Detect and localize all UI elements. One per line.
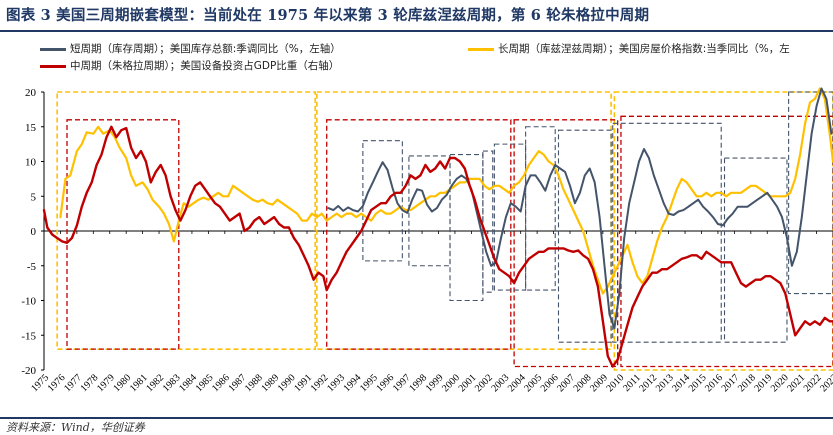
chart-title: 图表 3 美国三周期嵌套模型：当前处在 1975 年以来第 3 轮库兹涅兹周期，… <box>6 7 650 24</box>
mid-cycle-box <box>326 119 512 350</box>
short-cycle-box <box>557 129 612 343</box>
cycle-chart: 20151050-5-10-15-20197519761977197819791… <box>21 87 833 394</box>
x-tick-label: 2023 <box>818 372 833 394</box>
short-cycle-box <box>723 157 788 343</box>
short-cycle-box <box>612 122 722 343</box>
mid-cycle-box <box>66 119 180 350</box>
legend-long: 长周期（库兹涅兹周期）；美国房屋价格指数:当季同比（%，左 <box>468 41 790 56</box>
y-tick-label: 15 <box>25 122 37 134</box>
title-rule <box>0 30 833 32</box>
short-cycle-box <box>525 126 556 291</box>
legend-short-swatch <box>40 47 66 51</box>
short-cycle-box <box>408 155 451 267</box>
y-tick-label: 10 <box>25 157 37 169</box>
long-cycle-line <box>59 87 833 295</box>
legend-short-label: 短周期（库存周期）；美国库存总额:季调同比（%，左轴） <box>70 43 341 55</box>
y-tick-label: -20 <box>21 365 36 377</box>
legend-mid-swatch <box>40 64 66 68</box>
y-tick-label: -10 <box>21 296 36 308</box>
source-note: 资料来源：Wind，华创证券 <box>6 421 145 434</box>
y-tick-label: -5 <box>27 261 37 273</box>
short-cycle-line <box>327 87 833 330</box>
y-tick-label: 5 <box>31 191 37 203</box>
legend-short: 短周期（库存周期）；美国库存总额:季调同比（%，左轴） <box>40 41 341 56</box>
short-cycle-box <box>482 150 494 293</box>
long-cycle-box <box>56 91 317 350</box>
legend-mid-label: 中周期（朱格拉周期）；美国设备投资占GDP比重（右轴） <box>70 60 340 72</box>
y-tick-label: 20 <box>25 87 37 99</box>
y-tick-label: 0 <box>31 226 37 238</box>
short-cycle-box <box>362 140 403 262</box>
y-tick-label: -15 <box>21 330 36 342</box>
mid-cycle-box <box>513 119 619 368</box>
legend-long-label: 长周期（库兹涅兹周期）；美国房屋价格指数:当季同比（%，左 <box>498 43 790 55</box>
mid-cycle-line <box>42 125 833 368</box>
short-cycle-box <box>493 143 527 291</box>
footer-rule <box>0 417 833 419</box>
short-cycle-box <box>788 91 833 295</box>
legend-mid: 中周期（朱格拉周期）；美国设备投资占GDP比重（右轴） <box>40 58 339 73</box>
legend-long-swatch <box>468 47 494 51</box>
